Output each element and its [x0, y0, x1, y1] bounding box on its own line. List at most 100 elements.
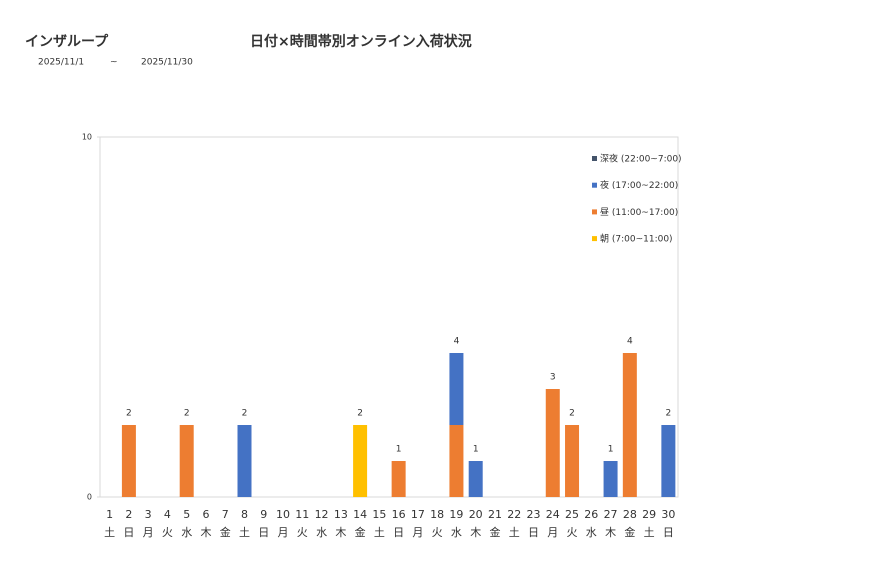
- total-label: 1: [473, 445, 479, 455]
- date-tilde: ~: [110, 58, 118, 68]
- store-name: インザループ: [25, 34, 109, 50]
- x-tick-label: 19: [449, 508, 463, 521]
- x-weekday-label: 土: [509, 526, 520, 539]
- x-tick-label: 20: [469, 508, 483, 521]
- x-tick-label: 9: [260, 508, 267, 521]
- bar: [237, 425, 252, 497]
- x-tick-label: 24: [546, 508, 560, 521]
- x-tick-label: 7: [222, 508, 229, 521]
- x-tick-label: 5: [183, 508, 190, 521]
- total-label: 4: [627, 337, 633, 347]
- x-tick-label: 8: [241, 508, 248, 521]
- bar: [353, 425, 368, 497]
- x-weekday-label: 土: [644, 526, 655, 539]
- x-tick-label: 13: [334, 508, 348, 521]
- date-from: 2025/11/1: [38, 58, 84, 68]
- x-weekday-label: 水: [451, 526, 462, 539]
- bar: [121, 425, 136, 497]
- x-weekday-label: 金: [624, 525, 635, 539]
- bar: [449, 425, 464, 497]
- x-tick-label: 10: [276, 508, 290, 521]
- total-label: 1: [396, 445, 402, 455]
- x-weekday-label: 土: [104, 526, 115, 539]
- x-weekday-label: 日: [528, 526, 539, 539]
- x-tick-label: 21: [488, 508, 502, 521]
- x-tick-label: 4: [164, 508, 171, 521]
- y-tick-label: 10: [82, 133, 92, 142]
- x-tick-label: 29: [642, 508, 656, 521]
- total-label: 2: [184, 409, 190, 419]
- x-weekday-label: 金: [355, 525, 366, 539]
- total-label: 2: [569, 409, 575, 419]
- x-weekday-label: 日: [258, 526, 269, 539]
- total-label: 4: [454, 337, 460, 347]
- x-weekday-label: 月: [278, 526, 289, 539]
- bar: [179, 425, 194, 497]
- x-tick-label: 3: [145, 508, 152, 521]
- x-weekday-label: 日: [393, 526, 404, 539]
- x-weekday-label: 金: [489, 525, 500, 539]
- x-weekday-label: 水: [181, 526, 192, 539]
- x-weekday-label: 日: [123, 526, 134, 539]
- bar: [545, 389, 560, 497]
- bar: [565, 425, 580, 497]
- total-label: 1: [608, 445, 614, 455]
- total-label: 2: [242, 409, 248, 419]
- legend-swatch: [592, 156, 597, 161]
- legend-label: 夜 (17:00~22:00): [600, 179, 678, 191]
- total-label: 2: [665, 409, 671, 419]
- date-to: 2025/11/30: [141, 58, 193, 68]
- legend-swatch: [592, 236, 597, 242]
- x-tick-label: 17: [411, 508, 425, 521]
- x-weekday-label: 月: [143, 526, 154, 539]
- x-weekday-label: 土: [374, 526, 385, 539]
- bar: [391, 461, 406, 497]
- x-weekday-label: 木: [470, 526, 481, 539]
- x-tick-label: 12: [315, 508, 329, 521]
- x-weekday-label: 土: [239, 526, 250, 539]
- x-tick-label: 2: [125, 508, 132, 521]
- x-weekday-label: 火: [432, 526, 443, 539]
- x-tick-label: 1: [106, 508, 113, 521]
- bar: [622, 353, 637, 497]
- x-tick-label: 6: [202, 508, 209, 521]
- x-weekday-label: 月: [412, 526, 423, 539]
- x-weekday-label: 木: [200, 526, 211, 539]
- x-weekday-label: 木: [335, 526, 346, 539]
- plot-area: [99, 136, 679, 498]
- bar: [468, 461, 483, 497]
- bar: [603, 461, 618, 497]
- x-tick-label: 26: [584, 508, 598, 521]
- y-tick-label: 0: [87, 493, 92, 502]
- total-label: 3: [550, 373, 556, 383]
- x-weekday-label: 火: [162, 526, 173, 539]
- x-weekday-label: 日: [663, 526, 674, 539]
- chart-title: 日付×時間帯別オンライン入荷状況: [250, 33, 472, 50]
- x-weekday-label: 水: [316, 526, 327, 539]
- x-tick-label: 16: [392, 508, 406, 521]
- total-label: 2: [126, 409, 132, 419]
- x-weekday-label: 水: [586, 526, 597, 539]
- x-weekday-label: 火: [567, 526, 578, 539]
- legend-label: 深夜 (22:00~7:00): [600, 153, 682, 165]
- x-weekday-label: 月: [547, 526, 558, 539]
- x-weekday-label: 金: [220, 525, 231, 539]
- x-tick-label: 23: [527, 508, 541, 521]
- total-label: 2: [357, 409, 363, 419]
- x-tick-label: 11: [295, 508, 309, 521]
- x-tick-label: 30: [661, 508, 675, 521]
- x-tick-label: 18: [430, 508, 444, 521]
- x-tick-label: 15: [372, 508, 386, 521]
- bar: [449, 353, 464, 425]
- x-tick-label: 22: [507, 508, 521, 521]
- x-weekday-label: 火: [297, 526, 308, 539]
- x-tick-label: 27: [604, 508, 618, 521]
- x-weekday-label: 木: [605, 526, 616, 539]
- x-tick-label: 14: [353, 508, 367, 521]
- legend-label: 朝 (7:00~11:00): [600, 234, 673, 245]
- bar: [661, 425, 676, 497]
- x-tick-label: 28: [623, 508, 637, 521]
- legend-swatch: [592, 209, 597, 215]
- legend-label: 昼 (11:00~17:00): [600, 207, 678, 218]
